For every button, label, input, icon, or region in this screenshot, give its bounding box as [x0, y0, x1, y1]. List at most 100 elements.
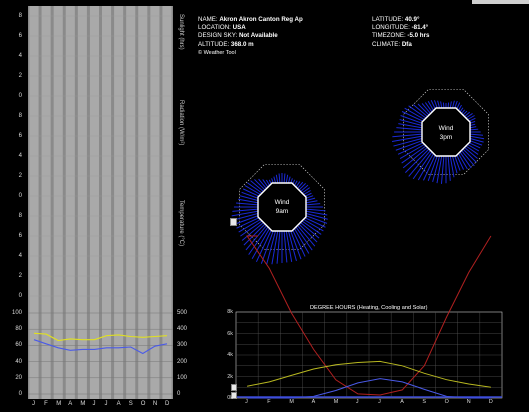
month-column: [114, 6, 124, 399]
wind-ray: [283, 173, 286, 184]
monthly-chart-panel: [28, 6, 173, 399]
degree-hours-month: J: [245, 399, 248, 405]
temp-axis-tick-right: 200: [177, 358, 188, 365]
wind-ray: [469, 135, 485, 140]
degree-hours-tick: 4k: [227, 352, 233, 358]
wind-ray: [285, 174, 289, 184]
wind-ray: [461, 109, 466, 114]
wind-ray: [233, 214, 260, 225]
left-axis-tick: 4: [18, 53, 22, 59]
solar-degree-curve: [247, 360, 491, 388]
wind-ray: [451, 155, 458, 174]
wind-ray: [300, 184, 309, 192]
wind-ray: [255, 228, 273, 263]
wind-ray: [413, 104, 428, 117]
wind-ray: [262, 179, 269, 188]
month-label: M: [56, 401, 62, 407]
window-corner-tab[interactable]: [472, 0, 529, 4]
wind-rose-9am-title: Wind: [274, 199, 290, 206]
wind-rose-3pm-label: Wind 3pm: [426, 124, 466, 142]
wind-ray: [417, 103, 430, 116]
left-axis-tick: 6: [18, 133, 22, 139]
wind-ray: [399, 119, 423, 127]
wind-ray: [305, 200, 318, 204]
temp-axis-tick-left: 20: [15, 374, 22, 381]
timezone-label: TIMEZONE:: [372, 32, 406, 40]
month-label: A: [68, 401, 73, 407]
degree-hours-handle-1[interactable]: [231, 384, 237, 391]
month-column: [29, 6, 39, 399]
wind-ray: [283, 230, 288, 263]
wind-ray: [402, 147, 428, 169]
degree-hours-month: D: [488, 399, 493, 405]
month-label: S: [128, 401, 133, 407]
degree-hours-chart: [235, 235, 503, 399]
temp-axis-tick-left: 40: [15, 358, 22, 365]
wind-rose-9am-time: 9am: [275, 208, 289, 215]
temperature-series-1: [33, 332, 168, 342]
temp-axis-tick-right: 100: [177, 374, 188, 381]
left-axis-tick: 6: [18, 233, 22, 239]
wind-ray: [238, 218, 262, 233]
design-sky-label: DESIGN SKY:: [198, 32, 238, 40]
wind-ray: [236, 216, 261, 229]
wind-ray: [305, 210, 328, 216]
wind-rose-3pm-time: 3pm: [439, 134, 453, 141]
wind-ray: [302, 218, 324, 232]
month-label: N: [152, 401, 158, 407]
wind-ray: [241, 222, 264, 241]
wind-ray: [399, 143, 426, 159]
temp-axis-tick-left: 60: [15, 342, 22, 349]
wind-ray: [464, 147, 478, 159]
timezone-value: -5.0 hrs: [407, 32, 430, 40]
degree-hours-month: M: [289, 399, 294, 405]
wind-rose-outer-ring: [403, 89, 489, 175]
wind-ray: [396, 127, 423, 131]
latitude-label: LATITUDE:: [372, 16, 404, 23]
degree-hours-month: S: [422, 399, 427, 405]
wind-ray: [469, 133, 484, 136]
left-axis-tick: 2: [18, 73, 22, 79]
degree-hours-handle-2[interactable]: [231, 392, 237, 399]
wind-ray: [243, 223, 266, 246]
design-sky-value: Not Available: [238, 32, 278, 40]
wind-ray: [417, 152, 435, 181]
wind-ray: [408, 150, 431, 177]
wind-rose-3pm-title: Wind: [438, 125, 454, 132]
wind-ray: [254, 179, 266, 191]
credit-text: © Weather Tool: [198, 49, 236, 56]
wind-ray: [244, 185, 262, 196]
month-column: [102, 6, 112, 399]
degree-hours-month: A: [400, 399, 404, 405]
wind-rose-drag-handle[interactable]: [230, 218, 237, 226]
wind-ray: [405, 148, 430, 173]
wind-ray: [298, 223, 318, 243]
wind-ray: [461, 150, 475, 167]
temp-axis-tick-right: 300: [177, 342, 188, 349]
wind-ray: [462, 148, 477, 163]
wind-rose-3pm: [391, 89, 489, 184]
wind-ray: [432, 155, 441, 183]
wind-ray: [455, 153, 464, 170]
wind-ray: [397, 141, 425, 155]
month-label: O: [140, 401, 146, 407]
temp-axis-tick-right: 400: [177, 326, 188, 333]
wind-ray: [258, 178, 267, 189]
wind-ray: [247, 182, 263, 194]
wind-ray: [239, 195, 259, 202]
longitude-label: LONGITUDE:: [372, 24, 410, 32]
wind-ray: [236, 202, 259, 206]
monthly-chart-svg: [28, 6, 173, 399]
wind-ray: [298, 183, 306, 191]
degree-hours-tick: 8k: [227, 309, 233, 315]
altitude-label: ALTITUDE:: [198, 40, 230, 48]
wind-ray: [248, 226, 269, 255]
left-axis-tick: 8: [18, 113, 22, 119]
wind-ray: [436, 155, 443, 184]
wind-ray: [468, 139, 483, 146]
wind-ray: [412, 151, 433, 180]
wind-ray: [232, 208, 259, 212]
wind-ray: [427, 154, 439, 182]
heating-degree-curve: [246, 235, 492, 396]
